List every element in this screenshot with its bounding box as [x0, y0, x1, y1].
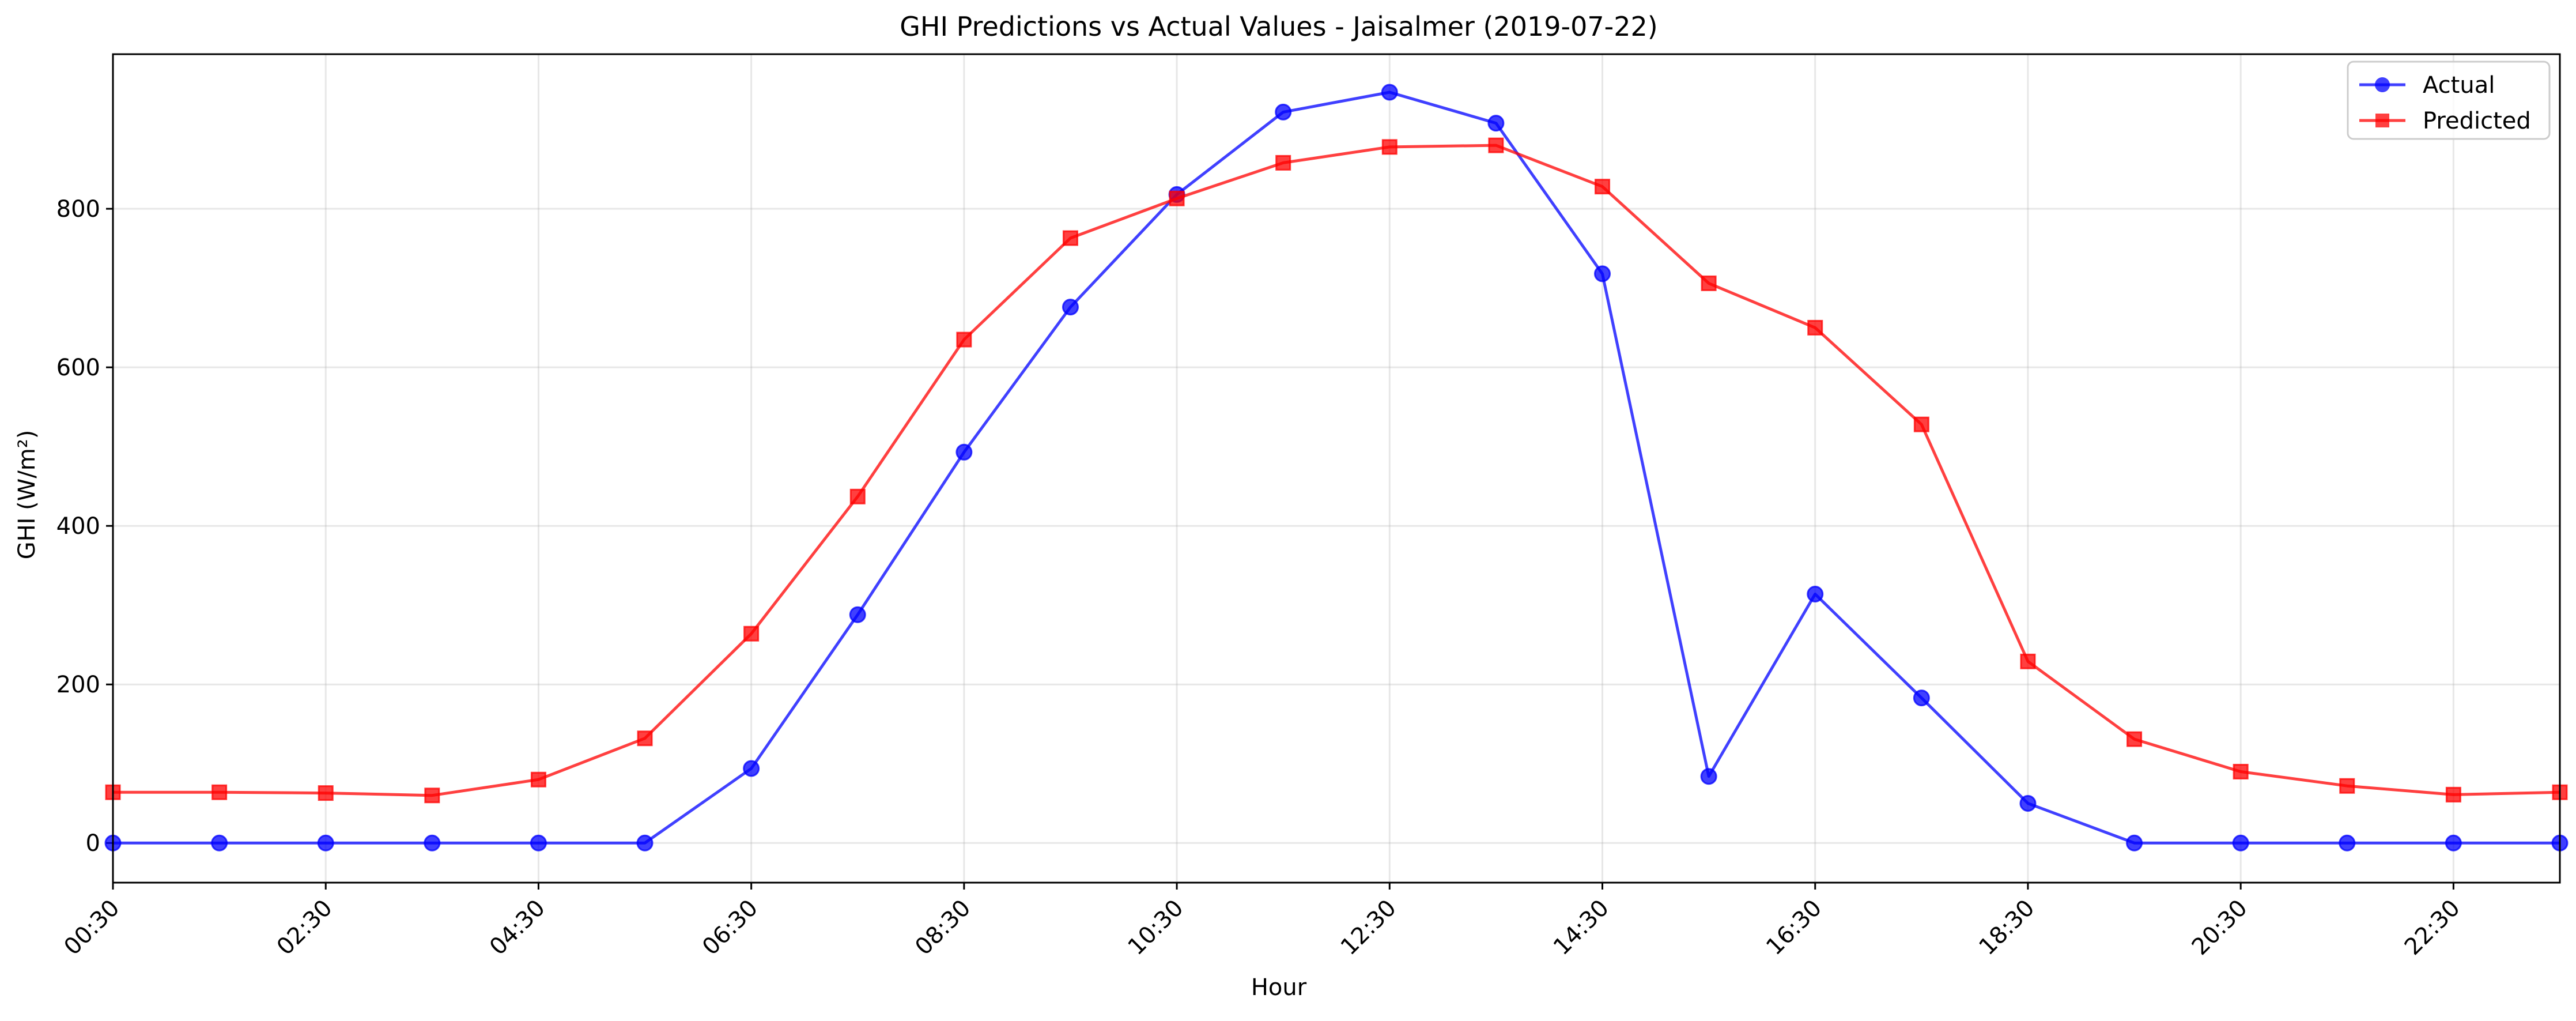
y-tick-label: 800 — [56, 196, 100, 223]
predicted-point — [849, 488, 866, 504]
y-axis-label: GHI (W/m²) — [14, 430, 40, 560]
actual-point — [1807, 585, 1824, 602]
legend-actual-marker — [2375, 77, 2390, 92]
predicted-point — [1381, 139, 1397, 155]
actual-point — [743, 760, 760, 777]
predicted-point — [1807, 319, 1823, 336]
predicted-point — [1701, 275, 1717, 291]
actual-point — [424, 834, 441, 852]
actual-point — [2019, 794, 2037, 812]
predicted-point — [211, 784, 228, 800]
predicted-point — [1062, 230, 1078, 246]
predicted-point — [1595, 179, 1611, 195]
predicted-point — [318, 785, 334, 801]
actual-point — [849, 606, 866, 623]
actual-point — [530, 834, 547, 852]
predicted-point — [530, 771, 546, 788]
legend-actual-label: Actual — [2423, 72, 2495, 99]
actual-point — [636, 834, 654, 852]
predicted-point — [2020, 653, 2036, 669]
actual-point — [1594, 265, 1611, 282]
actual-line — [113, 91, 2560, 845]
actual-point — [1062, 299, 1079, 316]
actual-point — [2339, 834, 2356, 852]
legend-predicted-label: Predicted — [2423, 108, 2531, 134]
actual-point — [1913, 690, 1930, 707]
y-tick-label: 600 — [56, 355, 100, 381]
predicted-point — [424, 788, 440, 804]
predicted-point — [2233, 763, 2249, 779]
predicted-point — [2126, 731, 2143, 747]
predicted-point — [2445, 786, 2461, 803]
legend-predicted-marker — [2375, 114, 2389, 127]
predicted-point — [1275, 155, 1291, 171]
actual-point — [2126, 834, 2143, 852]
predicted-point — [2339, 778, 2355, 794]
predicted-point — [1488, 137, 1504, 153]
y-tick-label: 200 — [56, 672, 100, 698]
actual-point — [1275, 103, 1292, 120]
predicted-point — [637, 730, 653, 747]
predicted-point — [743, 626, 760, 642]
actual-point — [2445, 834, 2462, 852]
series-layer — [104, 84, 2569, 852]
actual-point — [211, 834, 228, 852]
actual-point — [1381, 84, 1398, 101]
predicted-point — [956, 331, 972, 348]
predicted-point — [1913, 416, 1929, 432]
actual-point — [1700, 768, 1717, 785]
y-tick-label: 0 — [86, 830, 100, 857]
series-predicted — [105, 137, 2568, 804]
predicted-point — [1169, 190, 1185, 206]
x-axis-label: Hour — [1251, 974, 1307, 1001]
chart-title: GHI Predictions vs Actual Values - Jaisa… — [900, 11, 1658, 42]
legend: Actual Predicted — [2347, 61, 2551, 140]
actual-point — [2232, 834, 2249, 852]
actual-point — [955, 443, 973, 461]
actual-point — [1487, 115, 1505, 132]
actual-point — [317, 834, 334, 852]
series-actual — [104, 84, 2569, 852]
plot-frame — [112, 53, 2561, 884]
y-tick-label: 400 — [56, 513, 100, 540]
predicted-line — [113, 144, 2560, 797]
